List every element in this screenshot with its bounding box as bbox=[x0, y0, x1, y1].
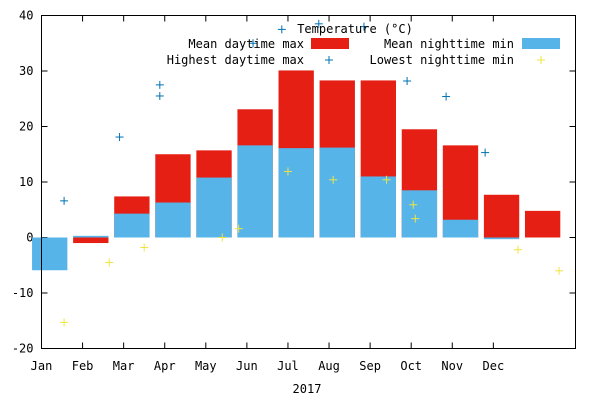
point-lowest-nighttime-min bbox=[382, 175, 391, 184]
chart-title: Temperature (°C) bbox=[297, 22, 413, 36]
plot-points bbox=[60, 19, 564, 327]
point-highest-daytime-max bbox=[481, 148, 490, 157]
point-lowest-nighttime-min bbox=[409, 200, 418, 209]
legend-label-highest-daytime-max: Highest daytime max bbox=[167, 53, 304, 67]
plot-bars bbox=[32, 70, 561, 271]
point-highest-daytime-max bbox=[155, 80, 164, 89]
x-tick-label: Jun bbox=[236, 359, 258, 373]
point-lowest-nighttime-min bbox=[555, 266, 564, 275]
y-tick-label: 10 bbox=[19, 175, 33, 189]
legend-swatch-mean-nighttime-min bbox=[522, 38, 560, 49]
y-tick-label: 40 bbox=[19, 9, 33, 23]
x-tick-label: Apr bbox=[154, 359, 176, 373]
x-axis-label: 2017 bbox=[293, 382, 322, 396]
y-tick-label: 30 bbox=[19, 64, 33, 78]
x-tick-label: Sep bbox=[359, 359, 381, 373]
bar-mean-nighttime-min bbox=[278, 148, 314, 238]
legend-plus bbox=[325, 56, 333, 64]
bar-mean-daytime-max bbox=[483, 194, 520, 238]
point-lowest-nighttime-min bbox=[411, 214, 420, 223]
legend-label-lowest-nighttime-min: Lowest nighttime min bbox=[370, 53, 515, 67]
y-tick-label: -20 bbox=[12, 342, 34, 356]
point-highest-daytime-max bbox=[115, 133, 124, 142]
point-highest-daytime-max bbox=[277, 25, 286, 34]
x-tick-label: Oct bbox=[400, 359, 422, 373]
point-highest-daytime-max bbox=[314, 19, 323, 28]
bar-mean-nighttime-min bbox=[483, 237, 520, 240]
x-tick-label: Dec bbox=[483, 359, 505, 373]
point-highest-daytime-max bbox=[442, 92, 451, 101]
bar-mean-daytime-max bbox=[524, 210, 561, 238]
bar-mean-nighttime-min bbox=[237, 145, 273, 238]
point-lowest-nighttime-min bbox=[329, 175, 338, 184]
legend-plus bbox=[537, 56, 545, 64]
plot-frame bbox=[41, 15, 576, 349]
y-axis: -20 -10 0 10 20 30 40 bbox=[12, 9, 576, 356]
legend-label-mean-daytime-max: Mean daytime max bbox=[188, 37, 304, 51]
legend-marker-highest-daytime-max bbox=[325, 56, 333, 64]
y-tick-label: -10 bbox=[12, 286, 34, 300]
point-highest-daytime-max bbox=[155, 91, 164, 100]
x-tick-label: Jan bbox=[31, 359, 53, 373]
x-tick-label: Nov bbox=[441, 359, 463, 373]
x-tick-label: Jul bbox=[277, 359, 299, 373]
legend-swatch-mean-daytime-max bbox=[311, 38, 349, 49]
point-lowest-nighttime-min bbox=[218, 233, 227, 242]
x-tick-label: Aug bbox=[318, 359, 340, 373]
point-lowest-nighttime-min bbox=[283, 167, 292, 176]
point-lowest-nighttime-min bbox=[513, 245, 522, 254]
y-tick-label: 20 bbox=[19, 120, 33, 134]
bar-mean-nighttime-min bbox=[319, 147, 355, 238]
bar-mean-nighttime-min bbox=[196, 177, 232, 238]
bar-mean-nighttime-min bbox=[73, 235, 109, 238]
point-highest-daytime-max bbox=[60, 196, 69, 205]
point-highest-daytime-max bbox=[249, 39, 258, 48]
point-highest-daytime-max bbox=[403, 76, 412, 85]
bar-mean-nighttime-min bbox=[155, 202, 191, 238]
point-lowest-nighttime-min bbox=[234, 224, 243, 233]
bar-mean-daytime-max bbox=[73, 237, 109, 244]
bar-mean-nighttime-min bbox=[401, 190, 438, 238]
point-lowest-nighttime-min bbox=[105, 258, 114, 267]
bar-mean-nighttime-min bbox=[32, 237, 68, 271]
bar-mean-nighttime-min bbox=[114, 213, 150, 238]
point-lowest-nighttime-min bbox=[60, 318, 69, 327]
x-axis: Jan Feb Mar Apr May Jun Jul Aug Sep Oct Nov Dec bbox=[31, 15, 505, 373]
legend-marker-lowest-nighttime-min bbox=[537, 56, 545, 64]
y-tick-label: 0 bbox=[26, 231, 33, 245]
x-tick-label: Mar bbox=[113, 359, 135, 373]
bar-mean-nighttime-min bbox=[360, 176, 396, 238]
legend: Mean daytime max Mean nighttime min High… bbox=[167, 37, 560, 67]
point-highest-daytime-max bbox=[359, 22, 368, 31]
x-tick-label: May bbox=[195, 359, 217, 373]
bar-mean-nighttime-min bbox=[442, 219, 479, 238]
legend-label-mean-nighttime-min: Mean nighttime min bbox=[384, 37, 514, 51]
x-tick-label: Feb bbox=[72, 359, 94, 373]
point-lowest-nighttime-min bbox=[140, 243, 149, 252]
